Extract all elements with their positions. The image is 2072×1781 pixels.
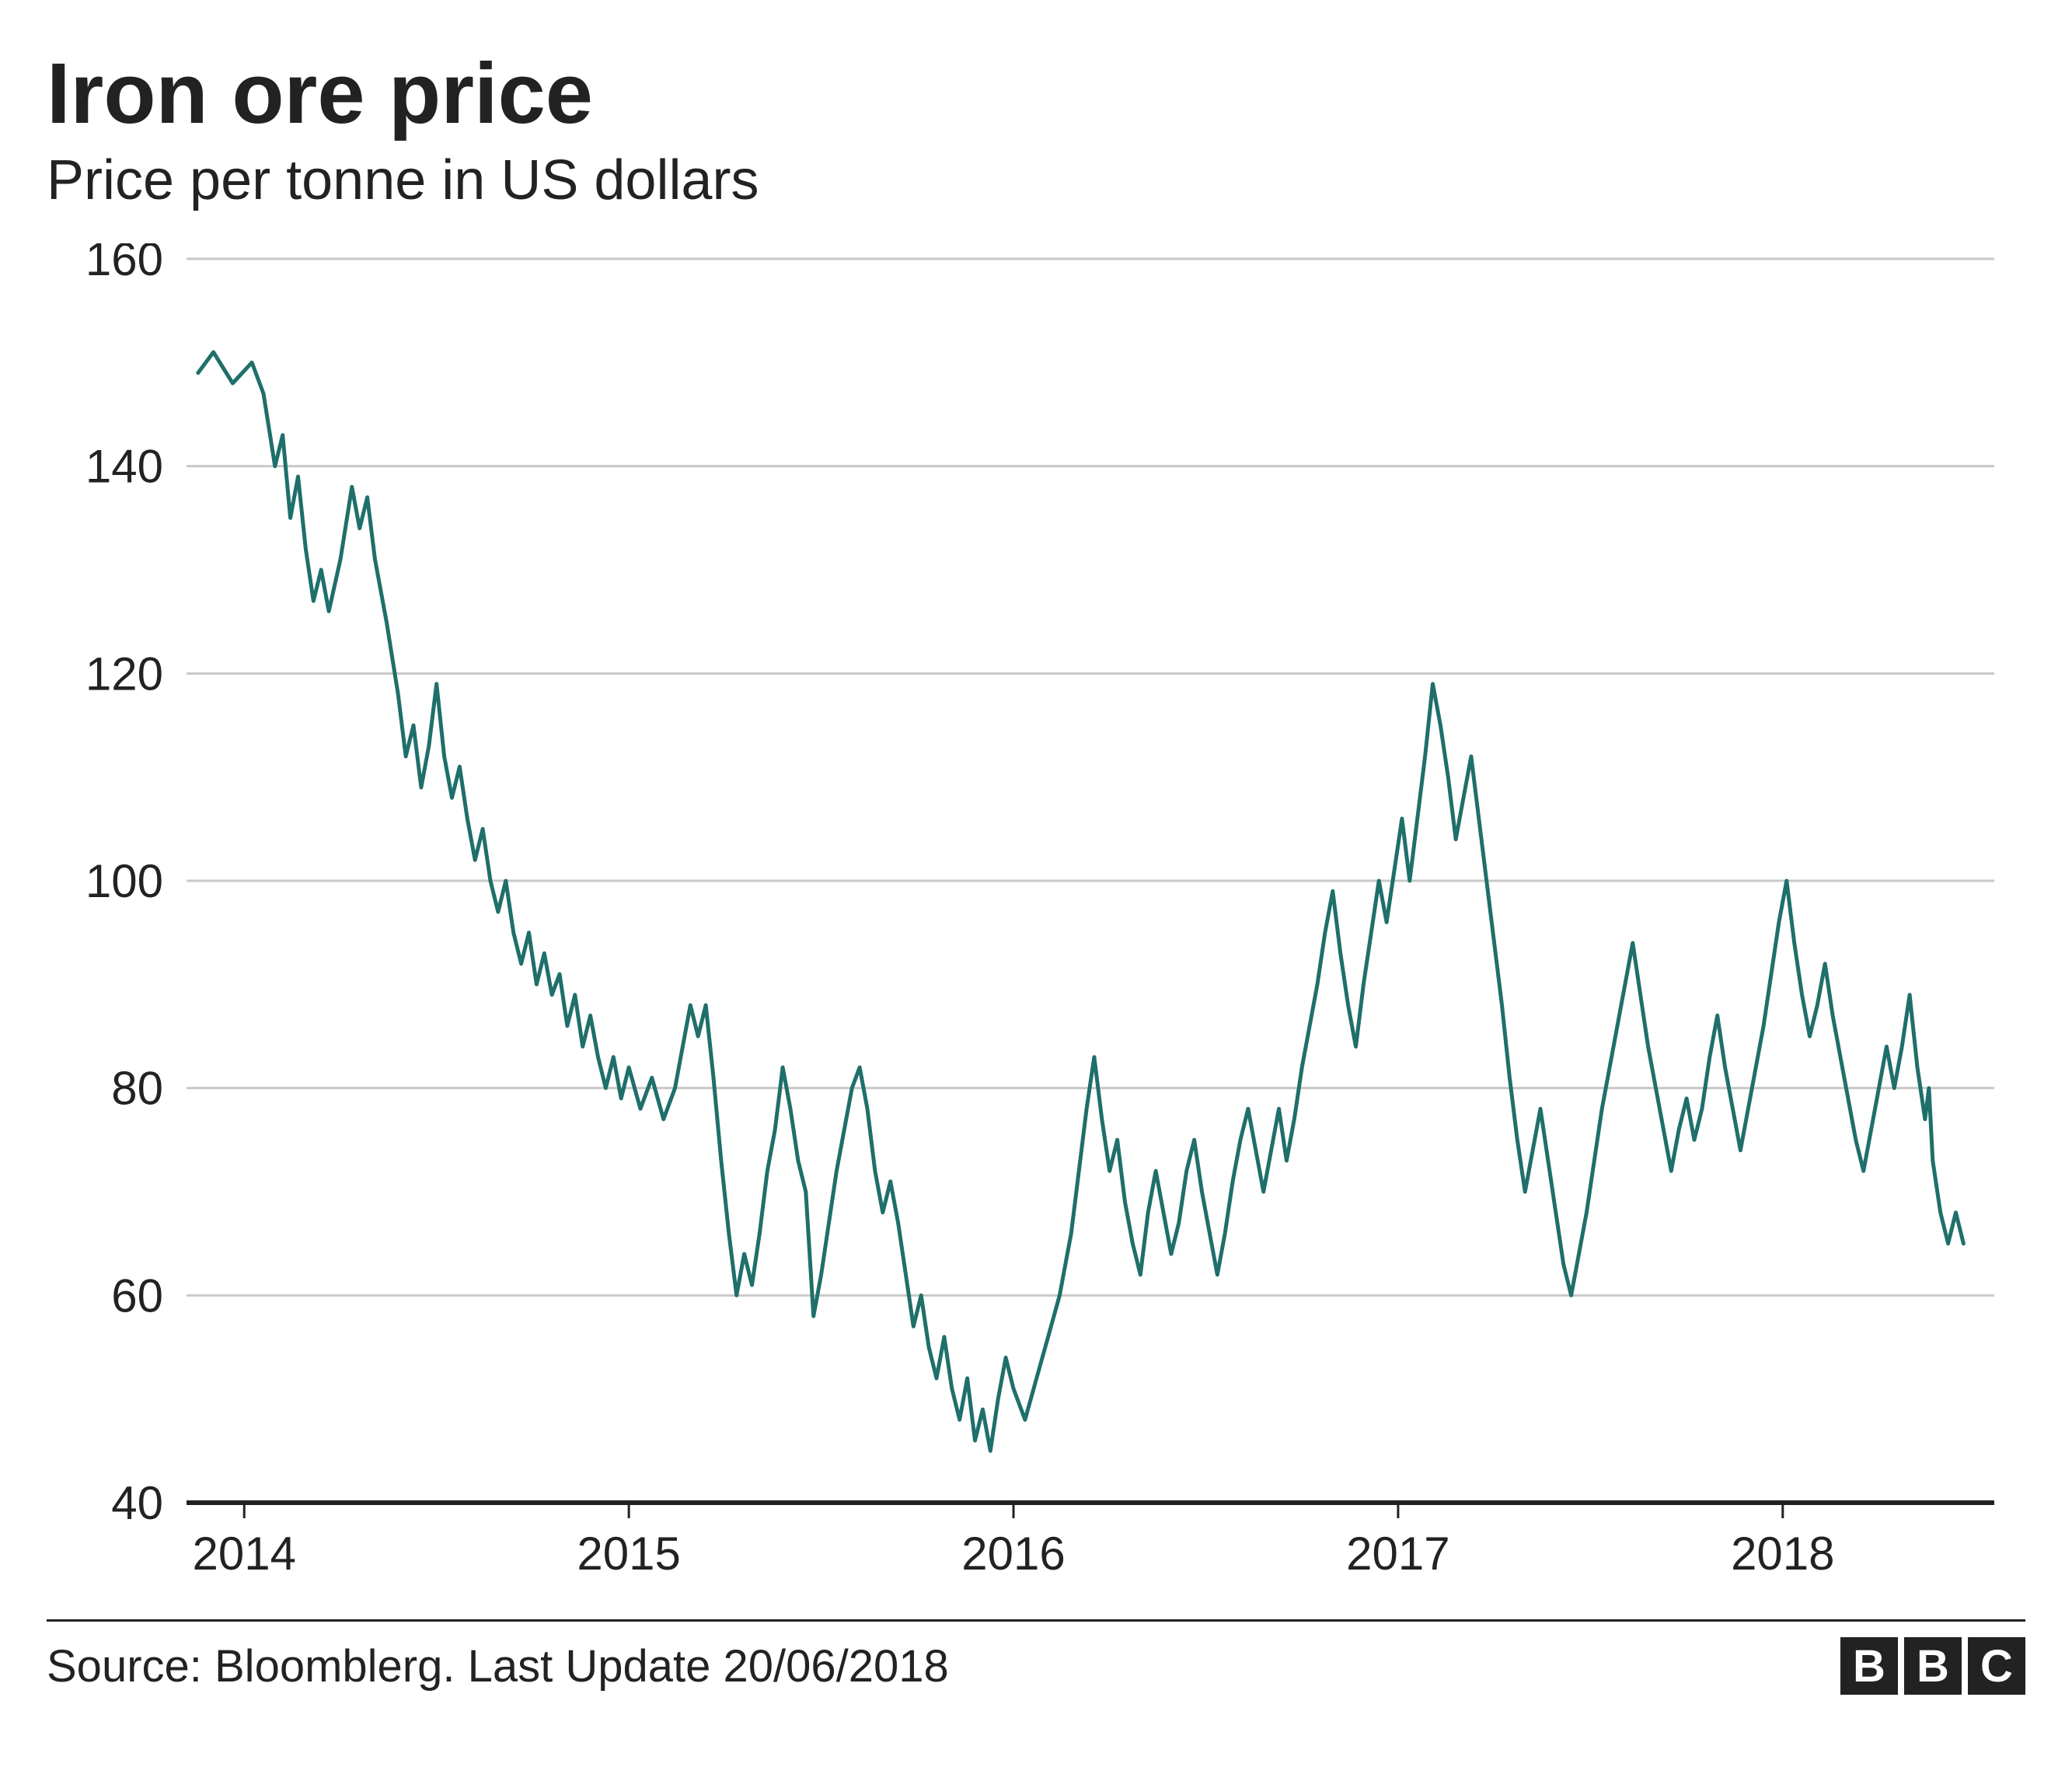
price-line [198,352,1964,1451]
chart-title: Iron ore price [47,47,2025,141]
y-tick-label: 100 [85,855,163,907]
x-tick-label: 2015 [577,1528,680,1580]
x-tick-label: 2016 [961,1528,1065,1580]
y-tick-label: 40 [111,1477,163,1529]
y-tick-label: 120 [85,648,163,700]
y-tick-label: 60 [111,1269,163,1322]
line-chart-svg: 40 60 80 100 120 140 160 2014 2015 2016 2017 2018 [47,243,2025,1596]
chart-footer: Source: Bloomblerg. Last Update 20/06/20… [47,1619,2025,1695]
chart-subtitle: Price per tonne in US dollars [47,148,2025,212]
y-tick-label: 80 [111,1063,163,1115]
bbc-logo-letter: C [1968,1637,2025,1695]
chart-container: Iron ore price Price per tonne in US dol… [0,0,2072,1781]
bbc-logo-letter: B [1904,1637,1962,1695]
y-tick-label: 140 [85,441,163,493]
x-tick-label: 2014 [192,1528,295,1580]
y-tick-label: 160 [85,243,163,285]
source-text: Source: Bloomblerg. Last Update 20/06/20… [47,1640,949,1692]
plot-area: 40 60 80 100 120 140 160 2014 2015 2016 2017 2018 [47,243,2025,1596]
bbc-logo-letter: B [1840,1637,1898,1695]
bbc-logo: B B C [1840,1637,2025,1695]
x-tick-label: 2017 [1346,1528,1449,1580]
x-tick-label: 2018 [1731,1528,1834,1580]
